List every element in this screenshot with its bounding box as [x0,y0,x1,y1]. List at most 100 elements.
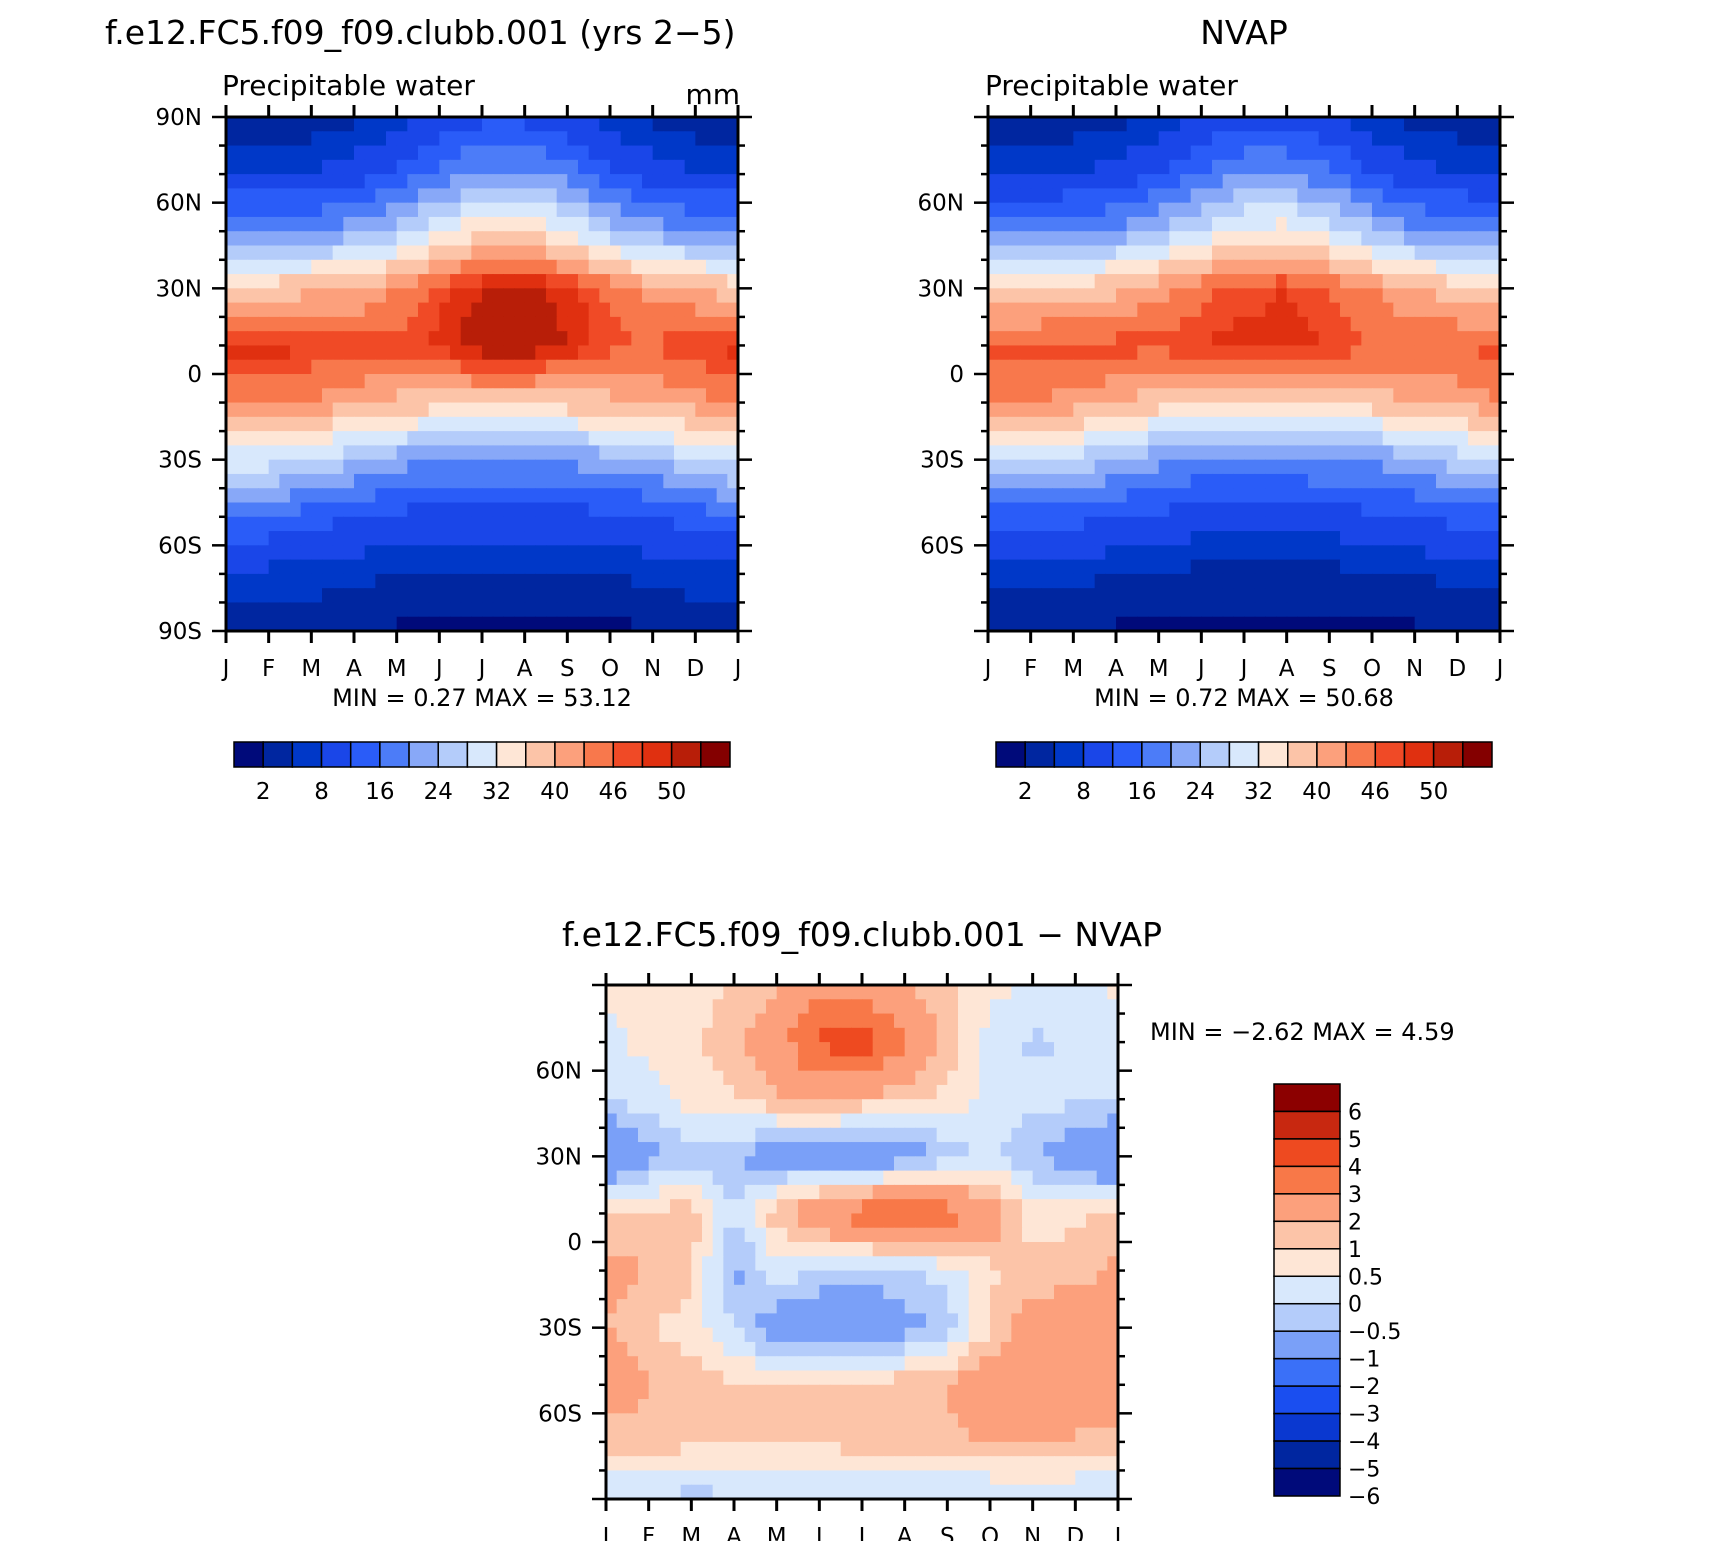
contour-cell-obs [1286,502,1298,518]
contour-cell-diff [894,1113,906,1129]
contour-cell-obs [1073,374,1085,389]
contour-cell-model [386,616,398,631]
contour-cell-diff [883,1099,895,1115]
contour-cell-diff [840,1084,852,1100]
contour-cell-obs [1425,145,1437,161]
contour-cell-obs [998,145,1010,161]
lat-label: 90N [156,105,202,131]
contour-cell-model [482,545,494,561]
contour-cell-diff [680,1256,692,1272]
contour-cell-obs [1446,445,1458,461]
contour-cell-model [343,245,355,261]
contour-cell-diff [1075,1070,1087,1086]
contour-cell-obs [1094,559,1106,575]
contour-cell-model [247,117,259,132]
contour-cell-diff [670,1170,682,1186]
contour-cell-obs [1201,274,1213,289]
contour-cell-diff [734,1170,746,1186]
contour-cell-model [428,416,440,432]
contour-cell-obs [1404,202,1416,218]
contour-cell-obs [1457,302,1469,318]
contour-cell-model [524,331,536,347]
contour-cell-model [460,274,472,289]
contour-cell-diff [808,1341,820,1357]
contour-cell-obs [1478,402,1490,418]
contour-cell-model [556,573,568,589]
contour-cell-obs [1350,374,1362,389]
contour-cell-diff [1064,1270,1076,1286]
contour-cell-obs [1030,502,1042,518]
contour-cell-model [236,459,248,475]
contour-cell-model [460,288,472,304]
contour-cell-obs [1020,117,1032,132]
contour-cell-model [663,502,675,518]
contour-cell-diff [1043,1341,1055,1357]
contour-cell-diff [659,1242,671,1257]
contour-cell-model [684,602,696,618]
contour-cell-model [674,159,686,175]
contour-cell-model [716,459,728,475]
contour-cell-diff [723,1142,735,1157]
contour-cell-diff [627,1170,639,1186]
contour-cell-model [695,245,707,261]
contour-cell-diff [734,1284,746,1300]
contour-cell-model [556,616,568,631]
contour-cell-obs [1105,302,1117,318]
contour-cell-obs [1468,159,1480,175]
contour-cell-model [311,245,323,261]
contour-cell-model [727,202,738,218]
contour-cell-model [631,459,643,475]
contour-cell-obs [1201,316,1213,332]
contour-cell-model [332,231,344,247]
contour-cell-diff [990,1227,1002,1243]
contour-cell-diff [958,985,970,1000]
contour-cell-model [396,359,408,375]
contour-cell-model [695,345,707,361]
contour-cell-model [642,231,654,247]
contour-cell-model [247,145,259,161]
contour-cell-diff [1043,1184,1055,1200]
contour-cell-diff [734,1027,746,1043]
contour-cell-obs [1361,616,1373,631]
contour-cell-model [663,473,675,489]
contour-cell-obs [1350,288,1362,304]
contour-cell-obs [1372,416,1384,432]
contour-cell-diff [744,1184,756,1200]
contour-cell-obs [1222,473,1234,489]
contour-cell-model [567,488,579,504]
contour-cell-obs [1297,202,1309,218]
contour-cell-diff [830,1284,842,1300]
contour-cell-obs [1169,316,1181,332]
contour-cell-model [300,274,312,289]
contour-cell-model [418,174,430,189]
contour-cell-diff [915,1142,927,1157]
contour-cell-model [460,374,472,389]
contour-cell-model [460,573,472,589]
contour-cell-obs [1382,331,1394,347]
contour-cell-obs [1372,231,1384,247]
contour-cell-model [322,388,334,404]
contour-cell-model [610,231,622,247]
contour-cell-obs [1052,345,1064,361]
contour-cell-model [492,445,504,461]
contour-cell-obs [1340,459,1352,475]
contour-cell-diff [712,1142,724,1157]
contour-cell-model [450,231,462,247]
contour-cell-model [279,502,291,518]
contour-cell-model [716,231,728,247]
contour-cell-diff [1011,1042,1023,1057]
contour-cell-obs [1126,402,1138,418]
contour-cell-model [290,188,302,204]
contour-cell-diff [915,1341,927,1357]
contour-cell-obs [1116,259,1128,275]
colorbar-label: 32 [482,779,511,805]
contour-cell-model [258,117,270,132]
contour-cell-model [290,616,302,631]
contour-cell-diff [1000,1341,1012,1357]
contour-cell-obs [1158,416,1170,432]
contour-cell-obs [1350,402,1362,418]
month-label: J [733,656,742,682]
contour-cell-obs [1382,302,1394,318]
contour-cell-diff [734,1299,746,1314]
contour-cell-diff [883,1127,895,1143]
